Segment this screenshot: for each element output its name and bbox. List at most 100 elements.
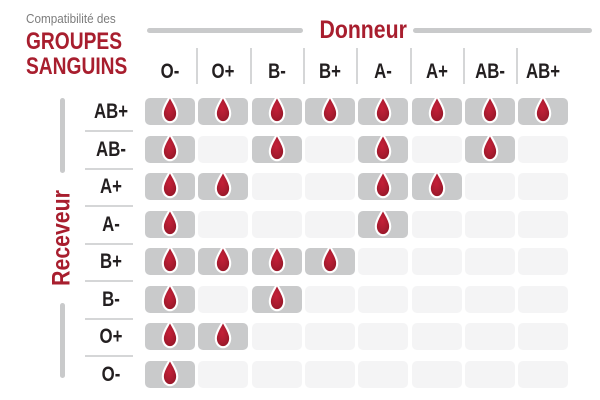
row-separator bbox=[85, 280, 133, 282]
receiver-row-label-AB+: AB+ bbox=[93, 100, 129, 123]
column-separator bbox=[303, 48, 305, 84]
chart-subtitle: Compatibilité des bbox=[26, 11, 116, 26]
cell-O--O- bbox=[145, 358, 195, 388]
cell-A--B- bbox=[252, 211, 302, 238]
cell-AB+-A- bbox=[358, 95, 408, 125]
row-separator bbox=[85, 168, 133, 170]
blood-drop-icon bbox=[534, 95, 552, 124]
cell-A--O- bbox=[145, 208, 195, 238]
cell-AB+-O- bbox=[145, 95, 195, 125]
cell-B+-O- bbox=[145, 245, 195, 275]
cell-B--O- bbox=[145, 283, 195, 313]
blood-drop-icon bbox=[214, 245, 232, 274]
donor-col-header-A+: A+ bbox=[426, 60, 448, 83]
column-separator bbox=[250, 48, 252, 84]
blood-drop-icon bbox=[268, 133, 286, 162]
blood-drop-icon bbox=[161, 133, 179, 162]
cell-A+-B- bbox=[252, 173, 302, 200]
donor-col-header-O+: O+ bbox=[211, 60, 235, 83]
blood-drop-icon bbox=[214, 95, 232, 124]
blood-drop-icon bbox=[374, 95, 392, 124]
blood-drop-icon bbox=[428, 95, 446, 124]
cell-AB+-AB- bbox=[465, 95, 515, 125]
cell-A+-AB- bbox=[465, 173, 515, 200]
cell-B--B- bbox=[252, 283, 302, 313]
cell-A+-B+ bbox=[305, 173, 355, 200]
blood-drop-icon bbox=[374, 133, 392, 162]
cell-B--A+ bbox=[412, 286, 462, 313]
cell-O--A+ bbox=[412, 361, 462, 388]
cell-O+-AB+ bbox=[518, 323, 568, 350]
cell-A+-AB+ bbox=[518, 173, 568, 200]
cell-B+-B+ bbox=[305, 245, 355, 275]
blood-drop-icon bbox=[374, 170, 392, 199]
receiver-row-label-A-: A- bbox=[102, 213, 120, 236]
cell-B--AB- bbox=[465, 286, 515, 313]
cell-AB--O+ bbox=[198, 136, 248, 163]
chart-title-block: Compatibilité des GROUPES SANGUINS bbox=[26, 11, 146, 79]
cell-O+-O+ bbox=[198, 320, 248, 350]
cell-A--A+ bbox=[412, 211, 462, 238]
receiver-row-label-B+: B+ bbox=[100, 250, 122, 273]
blood-drop-icon bbox=[161, 95, 179, 124]
cell-O+-A+ bbox=[412, 323, 462, 350]
cell-O--B+ bbox=[305, 361, 355, 388]
cell-B--B+ bbox=[305, 286, 355, 313]
column-separator bbox=[410, 48, 412, 84]
cell-AB--AB+ bbox=[518, 136, 568, 163]
blood-drop-icon bbox=[268, 245, 286, 274]
row-separator bbox=[85, 130, 133, 132]
cell-O--A- bbox=[358, 361, 408, 388]
chart-title-line1: GROUPES bbox=[26, 28, 123, 55]
donor-col-header-B-: B- bbox=[268, 60, 286, 83]
row-separator bbox=[85, 243, 133, 245]
blood-drop-icon bbox=[161, 283, 179, 312]
cell-A+-O+ bbox=[198, 170, 248, 200]
cell-AB--O- bbox=[145, 133, 195, 163]
cell-O--O+ bbox=[198, 361, 248, 388]
blood-drop-icon bbox=[161, 170, 179, 199]
blood-drop-icon bbox=[268, 95, 286, 124]
column-separator bbox=[516, 48, 518, 84]
column-separator bbox=[463, 48, 465, 84]
cell-O--AB+ bbox=[518, 361, 568, 388]
cell-B+-B- bbox=[252, 245, 302, 275]
column-separator bbox=[356, 48, 358, 84]
blood-drop-icon bbox=[321, 245, 339, 274]
cell-AB+-O+ bbox=[198, 95, 248, 125]
cell-A+-A+ bbox=[412, 170, 462, 200]
blood-drop-icon bbox=[214, 320, 232, 349]
cell-O--AB- bbox=[465, 361, 515, 388]
cell-B--A- bbox=[358, 286, 408, 313]
cell-AB+-A+ bbox=[412, 95, 462, 125]
receiver-axis-bottom-line bbox=[60, 303, 65, 378]
donor-axis-left-line bbox=[147, 28, 303, 33]
cell-B+-A+ bbox=[412, 248, 462, 275]
receiver-row-label-O+: O+ bbox=[99, 325, 123, 348]
cell-B--AB+ bbox=[518, 286, 568, 313]
cell-AB+-B- bbox=[252, 95, 302, 125]
cell-AB--A+ bbox=[412, 136, 462, 163]
donor-col-header-O-: O- bbox=[160, 60, 180, 83]
blood-drop-icon bbox=[161, 208, 179, 237]
cell-AB+-B+ bbox=[305, 95, 355, 125]
receiver-row-label-B-: B- bbox=[102, 288, 120, 311]
donor-col-header-A-: A- bbox=[374, 60, 392, 83]
donor-col-header-AB+: AB+ bbox=[525, 60, 561, 83]
donor-axis-label: Donneur bbox=[319, 16, 407, 44]
cell-A--A- bbox=[358, 208, 408, 238]
receiver-axis-label: Receveur bbox=[47, 190, 76, 286]
cell-B--O+ bbox=[198, 286, 248, 313]
cell-AB--A- bbox=[358, 133, 408, 163]
blood-drop-icon bbox=[268, 283, 286, 312]
blood-drop-icon bbox=[428, 170, 446, 199]
receiver-row-label-O-: O- bbox=[101, 363, 121, 386]
cell-AB+-AB+ bbox=[518, 95, 568, 125]
cell-A--O+ bbox=[198, 211, 248, 238]
blood-drop-icon bbox=[161, 320, 179, 349]
cell-A+-A- bbox=[358, 170, 408, 200]
cell-O+-O- bbox=[145, 320, 195, 350]
blood-drop-icon bbox=[374, 208, 392, 237]
donor-col-header-AB-: AB- bbox=[475, 60, 505, 83]
